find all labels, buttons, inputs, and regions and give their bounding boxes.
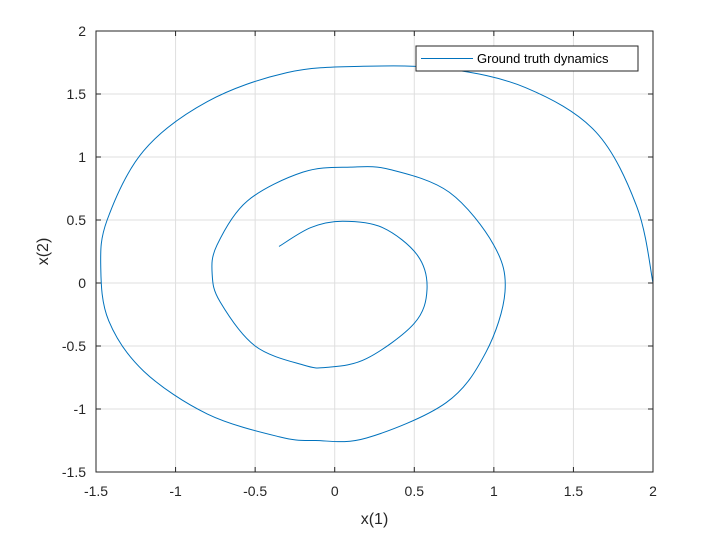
y-tick-label: 1.5 xyxy=(67,86,87,102)
x-tick-label: 0 xyxy=(331,483,339,499)
y-tick-label: 0 xyxy=(78,275,86,291)
x-tick-label: -0.5 xyxy=(243,483,267,499)
plot-frame xyxy=(95,30,654,473)
x-tick-label: -1 xyxy=(169,483,182,499)
x-tick-label: -1.5 xyxy=(84,483,108,499)
y-tick-label: 2 xyxy=(78,23,86,39)
x-axis-label: x(1) xyxy=(361,511,389,528)
x-tick-label: 0.5 xyxy=(405,483,425,499)
x-tick-label: 1.5 xyxy=(564,483,584,499)
x-axis-ticks: -1.5 -1 -0.5 0 0.5 1 1.5 2 xyxy=(84,31,657,499)
y-axis-label: x(2) xyxy=(35,238,52,266)
y-tick-label: -1.5 xyxy=(62,464,86,480)
y-tick-label: -0.5 xyxy=(62,338,86,354)
x-tick-label: 1 xyxy=(490,483,498,499)
y-tick-label: 0.5 xyxy=(67,212,87,228)
legend: Ground truth dynamics xyxy=(415,45,639,72)
series-line-ground-truth-dynamics xyxy=(100,65,654,443)
plot-area xyxy=(96,31,653,472)
y-axis-ticks: -1.5 -1 -0.5 0 0.5 1 1.5 2 xyxy=(62,23,653,480)
y-tick-label: -1 xyxy=(74,401,87,417)
y-tick-label: 1 xyxy=(78,149,86,165)
x-tick-label: 2 xyxy=(649,483,657,499)
legend-entry-label: Ground truth dynamics xyxy=(477,51,609,66)
